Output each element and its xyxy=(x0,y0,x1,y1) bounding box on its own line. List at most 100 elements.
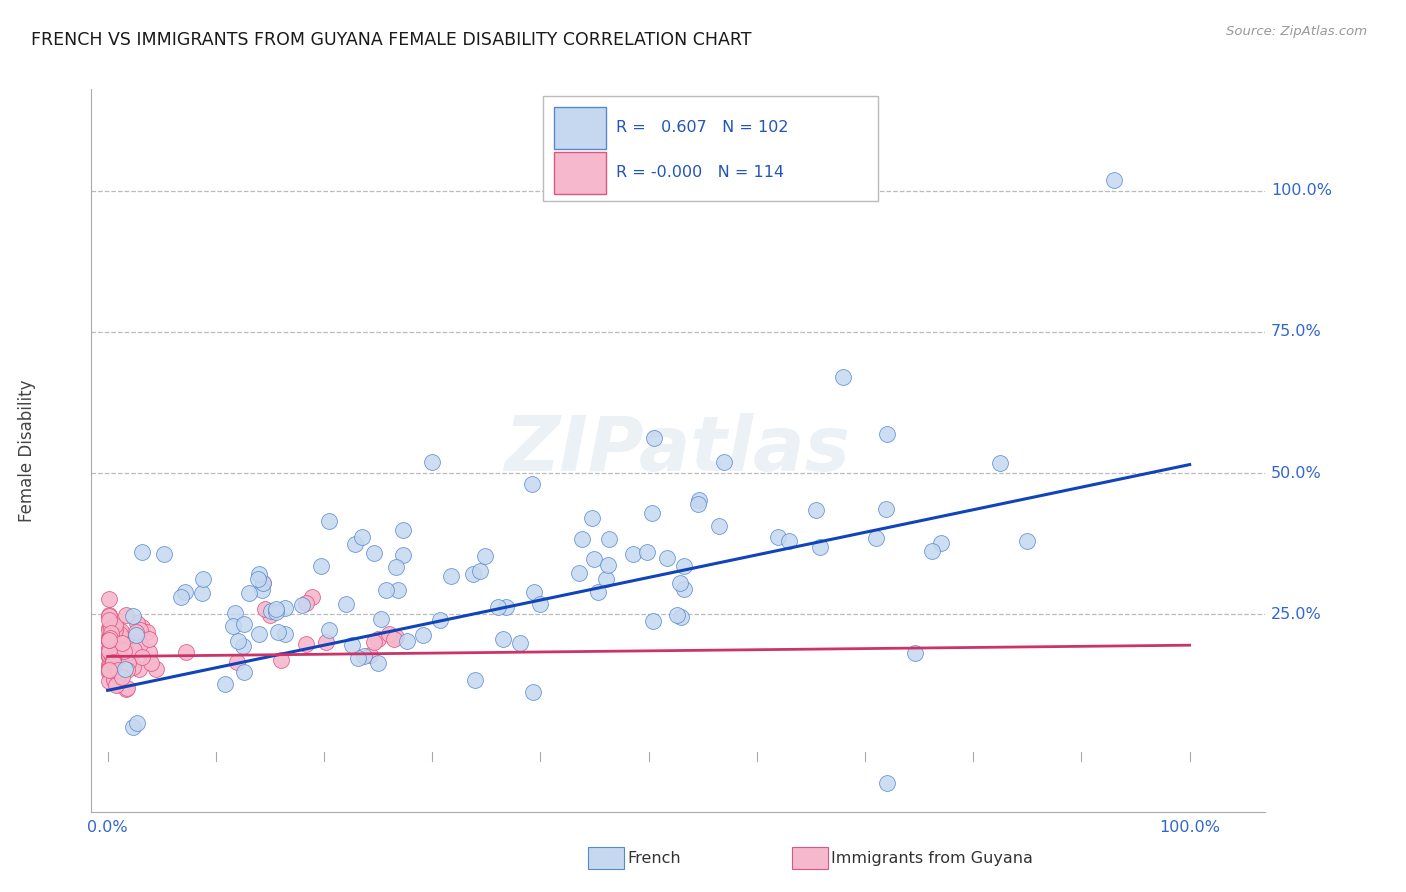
Point xyxy=(247,567,270,582)
Point xyxy=(104,623,127,637)
Point xyxy=(571,532,593,546)
Point xyxy=(440,569,463,583)
Point xyxy=(254,602,277,616)
Point xyxy=(103,651,125,665)
Point xyxy=(97,609,120,624)
Point xyxy=(98,592,121,607)
Text: Immigrants from Guyana: Immigrants from Guyana xyxy=(831,851,1033,865)
Point xyxy=(131,649,153,664)
Point xyxy=(621,547,644,561)
Text: 25.0%: 25.0% xyxy=(1271,607,1322,622)
Point xyxy=(100,626,122,640)
Point xyxy=(295,637,318,651)
Point xyxy=(97,633,120,648)
Point xyxy=(101,646,124,660)
Point xyxy=(367,657,389,671)
Point xyxy=(97,645,120,659)
Point xyxy=(686,497,709,511)
Point xyxy=(105,623,128,637)
Point xyxy=(120,648,142,662)
Text: 50.0%: 50.0% xyxy=(1271,466,1322,481)
Point xyxy=(101,650,124,665)
Point xyxy=(260,604,283,618)
Point xyxy=(301,590,323,604)
Point xyxy=(112,653,135,667)
Point xyxy=(350,530,373,544)
Point xyxy=(98,637,121,651)
Point xyxy=(97,629,120,643)
Point xyxy=(97,632,120,647)
Point xyxy=(97,641,120,656)
Point xyxy=(568,566,591,581)
Point xyxy=(665,608,688,623)
Point xyxy=(121,609,143,624)
Point xyxy=(100,639,122,653)
Point xyxy=(865,532,887,546)
Point xyxy=(97,662,120,676)
Point xyxy=(135,625,157,640)
Point xyxy=(131,620,153,634)
Point xyxy=(193,573,215,587)
Point xyxy=(97,660,120,674)
Text: 100.0%: 100.0% xyxy=(1271,183,1331,198)
Point xyxy=(170,590,193,604)
Point xyxy=(226,655,249,669)
Point xyxy=(247,572,270,586)
Point xyxy=(363,635,385,649)
Text: ZIPatlas: ZIPatlas xyxy=(505,414,852,487)
Point xyxy=(988,456,1011,470)
Point xyxy=(492,632,515,646)
Point xyxy=(125,615,148,630)
Point xyxy=(464,673,486,687)
Point xyxy=(98,644,121,658)
Point xyxy=(97,665,120,680)
Text: R =   0.607   N = 102: R = 0.607 N = 102 xyxy=(616,120,789,135)
FancyBboxPatch shape xyxy=(543,96,877,202)
Point xyxy=(641,614,664,628)
Point xyxy=(367,632,389,646)
Point xyxy=(98,657,121,671)
Point xyxy=(468,564,491,578)
Point xyxy=(105,678,128,692)
Point xyxy=(264,602,287,616)
Point xyxy=(98,644,121,658)
Point xyxy=(707,518,730,533)
Point xyxy=(100,621,122,635)
Point xyxy=(110,670,132,684)
Point xyxy=(100,626,122,640)
Point xyxy=(111,645,134,659)
Point xyxy=(672,559,695,574)
Point xyxy=(103,657,125,671)
Point xyxy=(832,370,855,384)
Point xyxy=(114,632,136,646)
Point xyxy=(385,559,408,574)
Point xyxy=(110,624,132,639)
Point xyxy=(97,621,120,635)
Point xyxy=(103,673,125,687)
Point xyxy=(97,613,120,627)
Point xyxy=(315,635,337,649)
Point xyxy=(114,662,136,676)
Point xyxy=(103,652,125,666)
Point xyxy=(131,545,153,559)
Point xyxy=(353,649,375,664)
Point xyxy=(107,663,129,677)
Point xyxy=(111,636,134,650)
Point xyxy=(344,537,367,551)
Text: FRENCH VS IMMIGRANTS FROM GUYANA FEMALE DISABILITY CORRELATION CHART: FRENCH VS IMMIGRANTS FROM GUYANA FEMALE … xyxy=(31,31,751,49)
Point xyxy=(238,585,260,599)
Point xyxy=(385,630,408,644)
Point xyxy=(98,624,121,639)
Point xyxy=(581,511,603,525)
Point xyxy=(412,628,434,642)
Point xyxy=(226,633,249,648)
Point xyxy=(641,507,664,521)
Point xyxy=(103,673,125,688)
Point xyxy=(309,558,332,573)
Point xyxy=(643,431,665,445)
Point xyxy=(267,625,290,640)
Point xyxy=(103,653,125,667)
Point xyxy=(713,455,735,469)
Point xyxy=(101,653,124,667)
Point xyxy=(122,642,145,657)
